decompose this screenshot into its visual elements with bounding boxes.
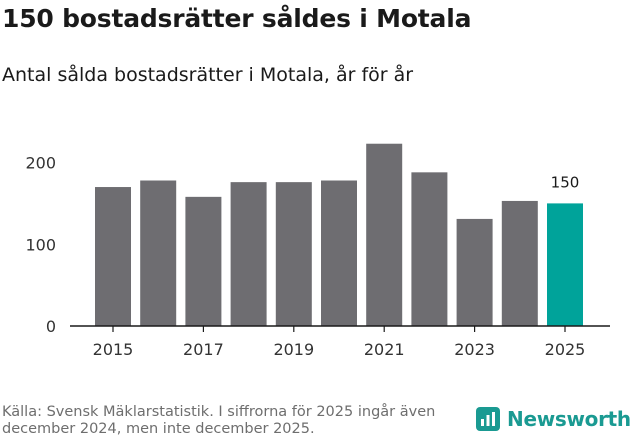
y-tick-label-100: 100 — [25, 235, 56, 254]
brand-logo: Newsworthy — [476, 407, 631, 431]
x-tick-label-2015: 2015 — [93, 340, 134, 359]
bar-2020 — [321, 180, 357, 326]
bar-2017 — [185, 196, 222, 326]
bar-2023 — [456, 218, 493, 326]
source-note: Källa: Svensk Mäklarstatistik. I siffror… — [2, 404, 436, 437]
bar-chart: 0 100 200 2015 2017 2019 2021 2023 2025 150 — [25, 143, 610, 359]
bar-2025 — [547, 203, 583, 326]
chart-subtitle: Antal sålda bostadsrätter i Motala, år f… — [2, 64, 414, 86]
y-tick-label-0: 0 — [46, 317, 56, 336]
x-tick-label-2021: 2021 — [364, 340, 405, 359]
bar-2021 — [366, 143, 403, 326]
newsworthy-logo-icon — [476, 407, 500, 431]
x-tick-label-2017: 2017 — [183, 340, 224, 359]
bar-2018 — [230, 182, 267, 326]
x-tick-label-2023: 2023 — [454, 340, 495, 359]
chart-title: 150 bostadsrätter såldes i Motala — [2, 4, 472, 33]
bar-2016 — [140, 180, 177, 326]
data-label-2025: 150 — [551, 173, 580, 191]
brand-name: Newsworthy — [507, 407, 631, 431]
bar-2024 — [501, 200, 538, 326]
bar-2015 — [95, 187, 131, 326]
x-tick-label-2025: 2025 — [545, 340, 586, 359]
bar-2022 — [411, 172, 448, 326]
y-tick-label-200: 200 — [25, 154, 56, 173]
bar-2019 — [275, 182, 312, 326]
x-tick-label-2019: 2019 — [273, 340, 314, 359]
